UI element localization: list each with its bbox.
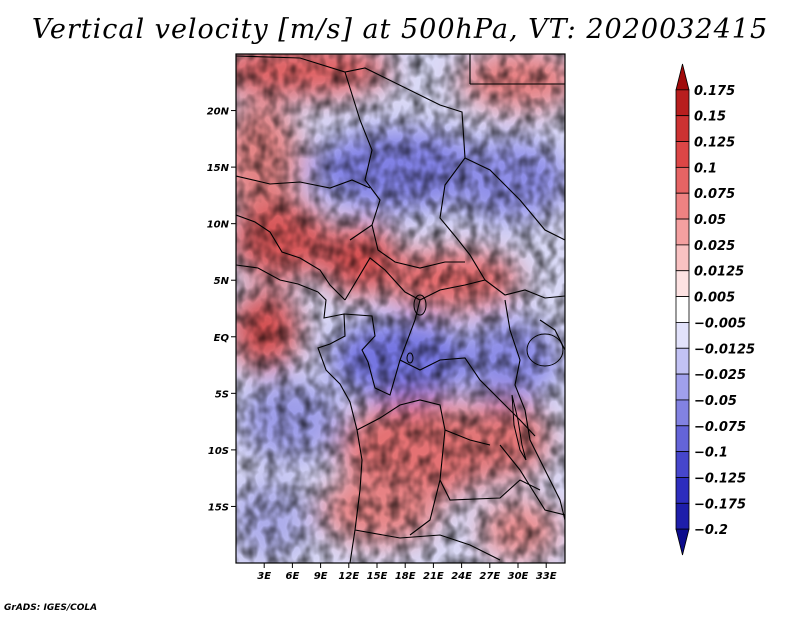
colorbar-label: −0.0125 (694, 342, 755, 357)
colorbar-label: 0.025 (694, 239, 735, 254)
lon-tick-label: 6E (286, 571, 300, 582)
lon-tick-label: 12E (338, 571, 359, 582)
lat-tick-label: 10S (208, 446, 229, 457)
longitude-axis: 3E 6E 9E 12E 15E 18E 21E 24E 27E 30E 33E (257, 563, 557, 582)
velocity-field (236, 54, 565, 563)
lon-tick-label: 33E (536, 571, 557, 582)
colorbar-label: 0.15 (694, 110, 726, 125)
colorbar-swatch (675, 166, 690, 194)
colorbar-label: −0.2 (694, 523, 728, 538)
lon-tick-label: 30E (508, 571, 529, 582)
colorbar-swatch (675, 373, 690, 401)
colorbar-label: 0.0125 (694, 265, 744, 280)
colorbar-label: −0.005 (694, 316, 746, 331)
lat-tick-label: 15S (208, 502, 229, 513)
map-frame (235, 53, 566, 564)
colorbar-label: 0.175 (694, 84, 735, 99)
lat-tick-label: 5N (214, 276, 230, 287)
colorbar-label: 0.05 (694, 213, 726, 228)
colorbar-swatch (675, 115, 690, 142)
chart-title: Vertical velocity [m/s] at 500hPa, VT: 2… (31, 14, 769, 45)
lon-tick-label: 3E (257, 571, 271, 582)
colorbar-label: 0.075 (694, 187, 735, 202)
colorbar-label: −0.125 (694, 471, 746, 486)
colorbar-label: 0.125 (694, 136, 735, 151)
colorbar-swatch (675, 296, 690, 323)
colorbar-swatch (675, 528, 690, 556)
colorbar-swatch (675, 322, 690, 349)
colorbar-swatch (675, 451, 690, 478)
lon-tick-label: 18E (395, 571, 416, 582)
colorbar-swatch (675, 347, 690, 375)
colorbar-swatch (675, 141, 690, 168)
colorbar-label: −0.025 (694, 368, 746, 383)
colorbar-swatch (675, 477, 690, 504)
colorbar-label: 0.1 (694, 161, 717, 176)
lakes (406, 294, 564, 461)
lat-tick-label: 5S (215, 389, 229, 400)
colorbar-swatch (675, 425, 690, 453)
colorbar-label: −0.05 (694, 394, 737, 409)
colorbar-label: −0.075 (694, 420, 746, 435)
colorbar-swatch (675, 399, 690, 427)
colorbar-label: 0.005 (694, 291, 735, 306)
colorbar-label: −0.175 (694, 497, 746, 512)
colorbar-swatch (675, 218, 690, 246)
lon-tick-label: 15E (367, 571, 388, 582)
lon-tick-label: 9E (314, 571, 328, 582)
colorbar-swatch (675, 89, 690, 117)
grads-credit: GrADS: IGES/COLA (4, 603, 98, 613)
lat-tick-label: 20N (207, 107, 230, 118)
lat-tick-label: 10N (207, 220, 230, 231)
colorbar-swatch (675, 244, 690, 272)
latitude-axis: 20N 15N 10N 5N EQ 5S 10S 15S (207, 107, 236, 513)
colorbar-swatch (675, 63, 690, 91)
colorbar-swatch (675, 192, 690, 220)
lon-tick-label: 24E (451, 571, 472, 582)
lat-tick-label: EQ (214, 333, 230, 344)
colorbar-swatch (675, 270, 690, 297)
country-boundaries (236, 54, 565, 563)
lat-tick-label: 15N (207, 163, 230, 174)
lon-tick-label: 21E (423, 571, 444, 582)
lon-tick-label: 27E (479, 571, 500, 582)
colorbar-label: −0.1 (694, 446, 728, 461)
colorbar-swatch (675, 502, 690, 530)
